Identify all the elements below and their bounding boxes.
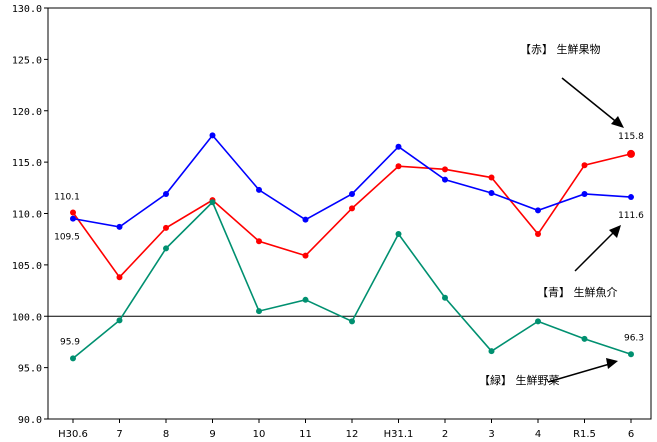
data-point [302, 216, 309, 223]
arrowhead-icon [609, 225, 621, 238]
x-tick-label: R1.5 [573, 429, 596, 440]
y-tick-label: 130.0 [12, 4, 42, 15]
x-axis-ticks: H30.6 7 8 9 10 11 12 H31.1 2 3 4 R1.5 6 [58, 419, 634, 440]
data-point [163, 245, 169, 252]
data-point [209, 132, 216, 139]
data-point [70, 215, 76, 222]
data-label: 109.5 [54, 233, 80, 243]
x-tick-label: 8 [163, 429, 169, 440]
series-line [72, 153, 632, 279]
y-tick-label: 95.0 [18, 364, 42, 375]
x-tick-label: 3 [488, 429, 494, 440]
data-point [488, 189, 495, 196]
legend-label-fruit: 【赤】 生鮮果物 [520, 42, 601, 56]
x-tick-label: 2 [442, 429, 448, 440]
data-point [209, 199, 216, 206]
x-tick-label: 11 [299, 429, 312, 440]
y-tick-label: 125.0 [12, 55, 42, 66]
series-1 [70, 132, 634, 230]
data-point [256, 238, 262, 245]
data-point [70, 209, 76, 216]
legend-label-fish: 【青】 生鮮魚介 [537, 285, 618, 299]
legend-fruit: 【赤】 生鮮果物 [520, 42, 624, 128]
x-tick-label: H30.6 [58, 429, 88, 440]
data-label: 111.6 [618, 211, 644, 221]
series-line [72, 134, 632, 228]
x-tick-label: H31.1 [384, 429, 414, 440]
data-point [395, 163, 402, 170]
legend-arrow-fruit [561, 77, 620, 125]
series-line [72, 200, 632, 359]
data-point [302, 252, 309, 259]
data-point [581, 162, 588, 169]
data-point [442, 176, 448, 183]
y-axis-ticks: 90.0 95.0 100.0 105.0 110.0 115.0 120.0 125.0 13… [12, 4, 48, 426]
data-point [349, 318, 355, 325]
y-tick-label: 105.0 [12, 261, 42, 272]
data-point [395, 143, 402, 150]
legend-label-veg: 【緑】 生鮮野菜 [479, 373, 560, 387]
data-point [535, 318, 541, 325]
data-point [581, 190, 588, 197]
y-tick-label: 90.0 [18, 415, 42, 426]
data-point [163, 224, 169, 231]
legend-arrow-veg [547, 362, 614, 383]
data-point [395, 231, 402, 238]
legend-arrow-fish [574, 228, 618, 272]
data-point [488, 348, 495, 355]
y-tick-label: 115.0 [12, 158, 42, 169]
legend-fish: 【青】 生鮮魚介 [537, 225, 621, 299]
data-labels: 110.1 115.8 109.5 111.6 95.9 96.3 [54, 132, 644, 347]
x-tick-label: 6 [628, 429, 634, 440]
data-point [628, 194, 634, 201]
y-tick-label: 100.0 [12, 312, 42, 323]
data-point [488, 174, 495, 181]
data-point [349, 190, 355, 197]
data-label: 115.8 [618, 132, 644, 142]
data-point [256, 308, 262, 315]
series-0 [70, 149, 635, 281]
arrowhead-icon [611, 116, 624, 128]
data-point [627, 149, 635, 158]
data-point [116, 317, 123, 324]
data-point [628, 351, 634, 358]
series-layer [70, 132, 635, 362]
data-point [116, 274, 123, 281]
x-tick-label: 4 [535, 429, 541, 440]
data-point [70, 355, 76, 362]
arrowhead-icon [606, 358, 618, 369]
data-point [116, 223, 123, 230]
x-tick-label: 7 [116, 429, 122, 440]
x-tick-label: 10 [253, 429, 266, 440]
x-tick-label: 9 [209, 429, 215, 440]
legend-veg: 【緑】 生鮮野菜 [479, 358, 618, 387]
data-label: 95.9 [60, 337, 80, 347]
x-tick-label: 12 [346, 429, 359, 440]
y-tick-label: 120.0 [12, 107, 42, 118]
series-2 [70, 199, 634, 362]
data-label: 110.1 [54, 192, 80, 202]
data-point [442, 166, 448, 173]
data-point [302, 296, 309, 303]
data-point [256, 186, 262, 193]
data-label: 96.3 [624, 333, 644, 343]
data-point [581, 335, 588, 342]
data-point [163, 190, 169, 197]
data-point [349, 205, 355, 212]
data-point [535, 207, 541, 214]
data-point [535, 231, 541, 238]
y-tick-label: 110.0 [12, 210, 42, 221]
data-point [442, 294, 448, 301]
